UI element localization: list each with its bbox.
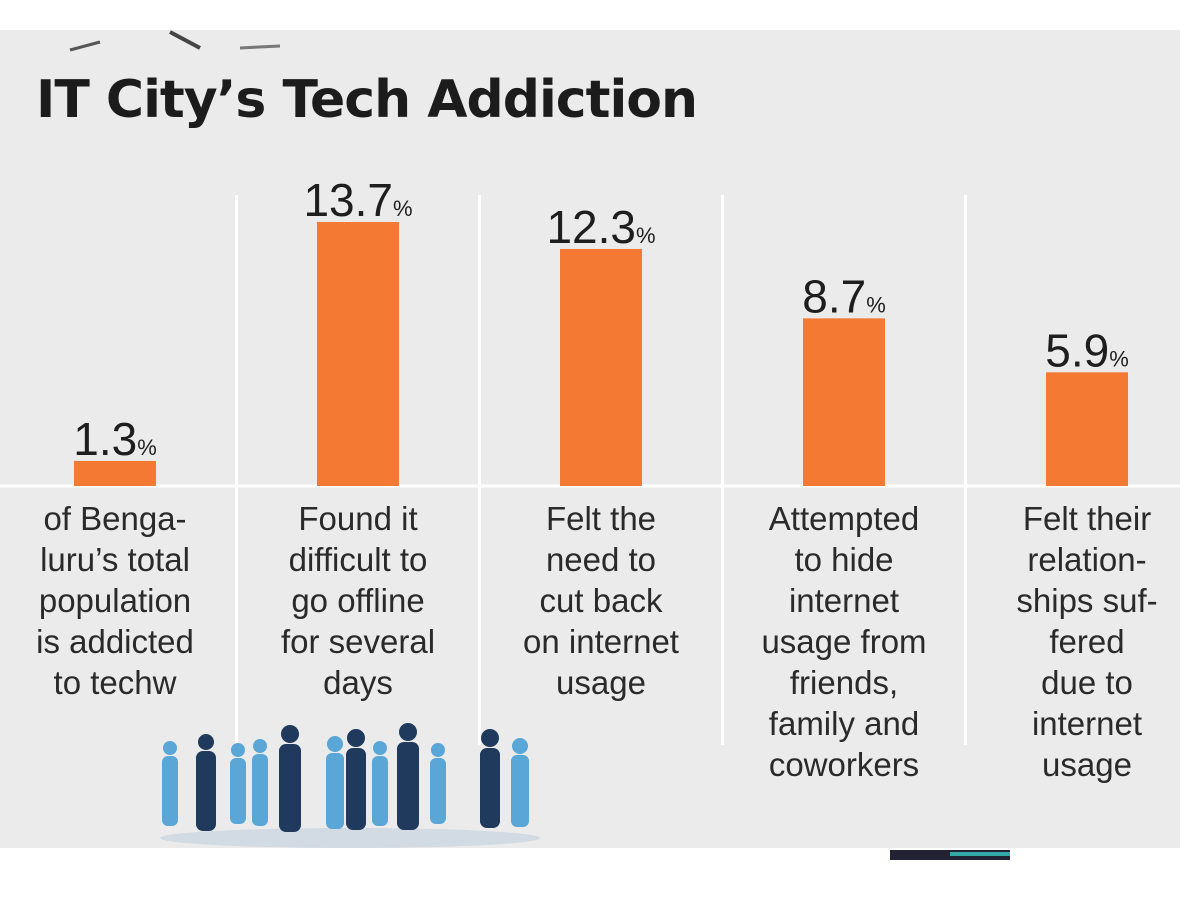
value-label-5: 5.9% [1045, 324, 1129, 376]
bar-3 [560, 248, 642, 486]
value-label-2: 13.7% [303, 174, 412, 226]
value-label-4: 8.7% [802, 270, 886, 322]
bottom-decoration-icon [890, 850, 1010, 860]
bar-4 [803, 318, 885, 486]
bar-2 [317, 222, 399, 486]
category-label-3: Felt the need to cut back on internet usage [523, 500, 679, 701]
category-label-4: Attempted to hide internet usage from friend… [761, 500, 926, 783]
category-label-5: Felt their relation-ships suf-fered due to… [1016, 500, 1157, 783]
top-decoration-icon [69, 30, 281, 52]
bar-5 [1046, 372, 1128, 486]
bar-1 [74, 460, 156, 486]
category-label-1: of Benga-luru’s total population is addict… [36, 500, 194, 701]
chart-title: IT City’s Tech Addiction [36, 70, 698, 130]
value-label-1: 1.3% [73, 413, 157, 465]
category-label-2: Found it difficult to go offline for severa… [281, 500, 435, 701]
value-label-3: 12.3% [546, 201, 655, 253]
crowd-silhouette-icon [160, 723, 540, 848]
